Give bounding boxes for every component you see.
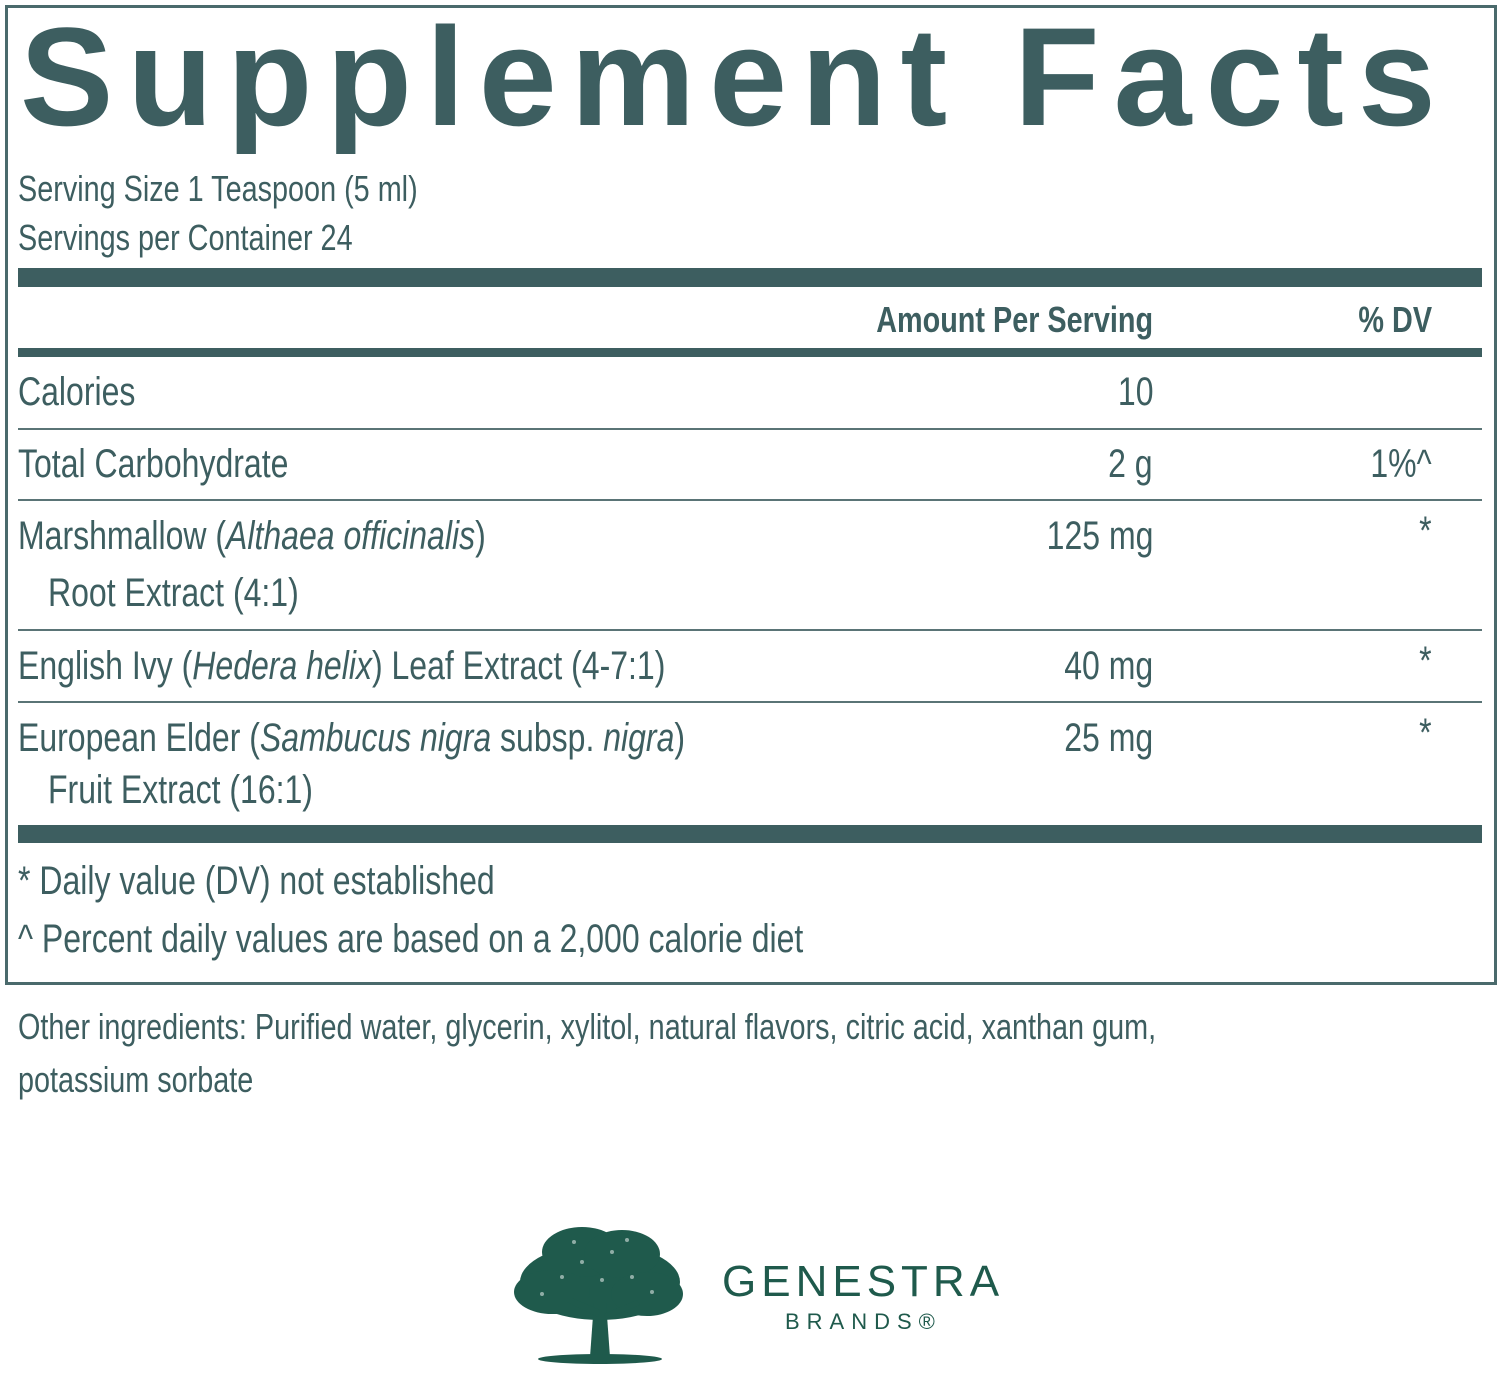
facts-panel-border: [5, 5, 1497, 985]
brand-sub: BRANDS®: [785, 1309, 942, 1334]
row-name-line2: Root Extract (4:1): [48, 571, 299, 615]
row-name-text: English Ivy (: [18, 644, 193, 688]
footnote-dv: * Daily value (DV) not established: [18, 859, 495, 903]
row-amount: 25 mg: [1064, 716, 1153, 760]
servings-per-container: Servings per Container 24: [18, 217, 353, 258]
row-amount: 125 mg: [1046, 514, 1153, 558]
row-name-latin: Sambucus nigra: [259, 716, 492, 760]
row-name-line2: Fruit Extract (16:1): [48, 768, 313, 812]
row-amount: 2 g: [1108, 442, 1153, 486]
row-name-text: Marshmallow (: [18, 514, 227, 558]
brand-name: GENESTRA: [722, 1257, 1005, 1306]
row-name: Marshmallow (Althaea officinalis): [18, 513, 486, 559]
row-dv: *: [1419, 711, 1432, 755]
row-name-latin: nigra: [603, 716, 675, 760]
row-name-text: ): [475, 514, 486, 558]
row-name-text: European Elder (: [18, 716, 260, 760]
row-amount: 10: [1117, 370, 1153, 414]
row-name-text: ) Leaf Extract (4-7:1): [371, 644, 666, 688]
row-divider: [18, 428, 1482, 430]
row-name: European Elder (Sambucus nigra subsp. ni…: [18, 715, 685, 761]
other-ingredients: Other ingredients: Purified water, glyce…: [18, 1006, 1157, 1047]
row-name: Total Carbohydrate: [18, 442, 289, 486]
row-amount: 40 mg: [1064, 644, 1153, 688]
page-title: Supplement Facts: [20, 0, 1450, 155]
row-name: English Ivy (Hedera helix) Leaf Extract …: [18, 643, 665, 689]
thick-divider: [18, 268, 1482, 287]
tree-logo-icon: [514, 1227, 683, 1364]
row-divider: [18, 629, 1482, 631]
row-divider: [18, 499, 1482, 501]
other-ingredients-cont: potassium sorbate: [18, 1059, 254, 1100]
row-dv: *: [1419, 509, 1432, 553]
row-dv: *: [1419, 639, 1432, 683]
thick-divider: [18, 825, 1482, 843]
row-name: Calories: [18, 370, 136, 414]
row-name-text: subsp.: [491, 716, 604, 760]
serving-size: Serving Size 1 Teaspoon (5 ml): [18, 168, 418, 209]
footnote-percent: ^ Percent daily values are based on a 2,…: [18, 917, 804, 961]
medium-divider: [18, 348, 1482, 357]
header-dv: % DV: [1358, 299, 1432, 340]
header-amount: Amount Per Serving: [876, 299, 1153, 340]
row-name-latin: Hedera helix: [192, 644, 372, 688]
row-name-latin: Althaea officinalis: [226, 514, 476, 558]
row-dv: 1%^: [1370, 442, 1432, 486]
row-name-text: ): [674, 716, 686, 760]
row-divider: [18, 701, 1482, 703]
